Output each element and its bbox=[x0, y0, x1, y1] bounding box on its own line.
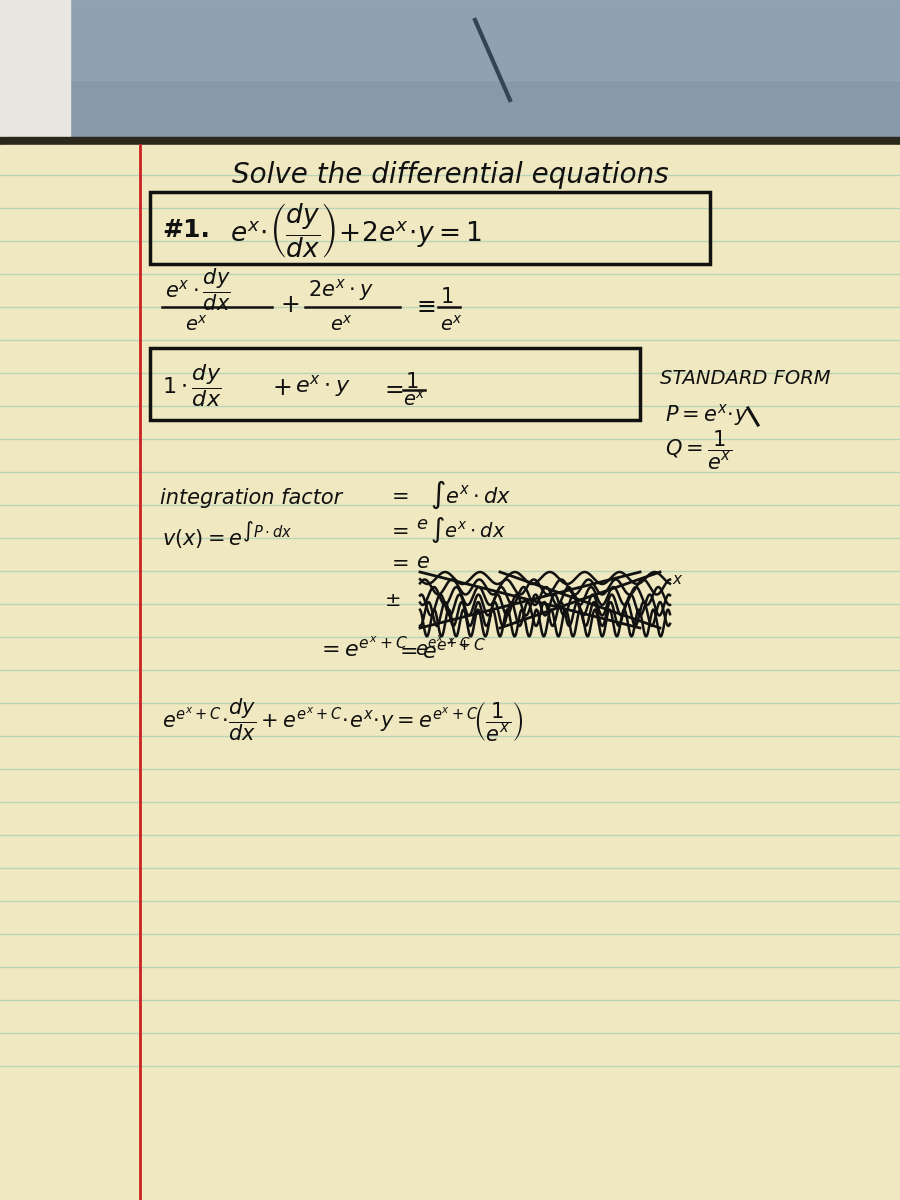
Text: $e^x$: $e^x$ bbox=[440, 314, 464, 335]
Text: $e$: $e$ bbox=[416, 515, 428, 533]
Text: $+$: $+$ bbox=[272, 376, 292, 400]
Text: $\int e^x \cdot dx$: $\int e^x \cdot dx$ bbox=[430, 515, 506, 545]
Bar bbox=[0, 0, 900, 145]
Text: $=$: $=$ bbox=[387, 552, 408, 572]
Text: Solve the differential equations: Solve the differential equations bbox=[231, 161, 669, 188]
Text: $e^x\!\cdot\!\left(\dfrac{dy}{dx}\right)\!+\!2e^x\!\cdot\! y = 1$: $e^x\!\cdot\!\left(\dfrac{dy}{dx}\right)… bbox=[230, 200, 482, 259]
Text: $Q = \dfrac{1}{e^x}$: $Q = \dfrac{1}{e^x}$ bbox=[665, 428, 732, 472]
Text: $=$: $=$ bbox=[387, 485, 408, 505]
Text: $1$: $1$ bbox=[405, 372, 418, 392]
Text: #1.: #1. bbox=[162, 218, 210, 242]
Text: $e^x$: $e^x$ bbox=[330, 314, 353, 335]
Text: $e^x \cdot \dfrac{dy}{dx}$: $e^x \cdot \dfrac{dy}{dx}$ bbox=[165, 266, 230, 313]
Text: $=$: $=$ bbox=[387, 520, 408, 540]
Text: $= e^{e^x + C}$: $= e^{e^x + C}$ bbox=[317, 636, 408, 660]
Text: $e$: $e$ bbox=[416, 552, 430, 572]
Text: $e^x$: $e^x$ bbox=[185, 314, 208, 335]
Text: STANDARD FORM: STANDARD FORM bbox=[660, 368, 831, 388]
Text: $x$: $x$ bbox=[672, 572, 683, 588]
Text: $\pm$: $\pm$ bbox=[383, 590, 400, 610]
Text: $1 \cdot \dfrac{dy}{dx}$: $1 \cdot \dfrac{dy}{dx}$ bbox=[162, 362, 221, 409]
Bar bbox=[0, 145, 900, 1200]
Bar bbox=[150, 192, 710, 264]
Text: $2e^x \cdot y$: $2e^x \cdot y$ bbox=[308, 277, 374, 302]
Text: integration factor: integration factor bbox=[160, 488, 342, 508]
Text: $e^x$: $e^x$ bbox=[403, 390, 426, 410]
Text: $e^x \cdot y$: $e^x \cdot y$ bbox=[295, 373, 351, 398]
Bar bbox=[0, 0, 70, 145]
Text: $e^{e^x+C}\!\cdot\!\dfrac{dy}{dx} + e^{e^x+C}\!\cdot\! e^x\!\cdot\! y = e^{e^x+C: $e^{e^x+C}\!\cdot\!\dfrac{dy}{dx} + e^{e… bbox=[162, 696, 524, 744]
Text: $\equiv$: $\equiv$ bbox=[412, 293, 436, 317]
Bar bbox=[0, 0, 900, 80]
Text: $+$: $+$ bbox=[280, 293, 299, 317]
Bar bbox=[0, 137, 900, 149]
Text: $1$: $1$ bbox=[440, 287, 454, 307]
Text: $\int e^x \cdot dx$: $\int e^x \cdot dx$ bbox=[430, 479, 511, 511]
Text: $=$: $=$ bbox=[380, 376, 404, 400]
Text: $= e^{e^x+C}$: $= e^{e^x+C}$ bbox=[395, 637, 486, 662]
Bar bbox=[150, 348, 640, 420]
Text: $v(x) = e^{\int P \cdot dx}$: $v(x) = e^{\int P \cdot dx}$ bbox=[162, 520, 292, 551]
Text: $e^{e^x + C}$: $e^{e^x + C}$ bbox=[415, 636, 472, 660]
Text: $P = e^x \!\cdot\! y$: $P = e^x \!\cdot\! y$ bbox=[665, 402, 749, 428]
